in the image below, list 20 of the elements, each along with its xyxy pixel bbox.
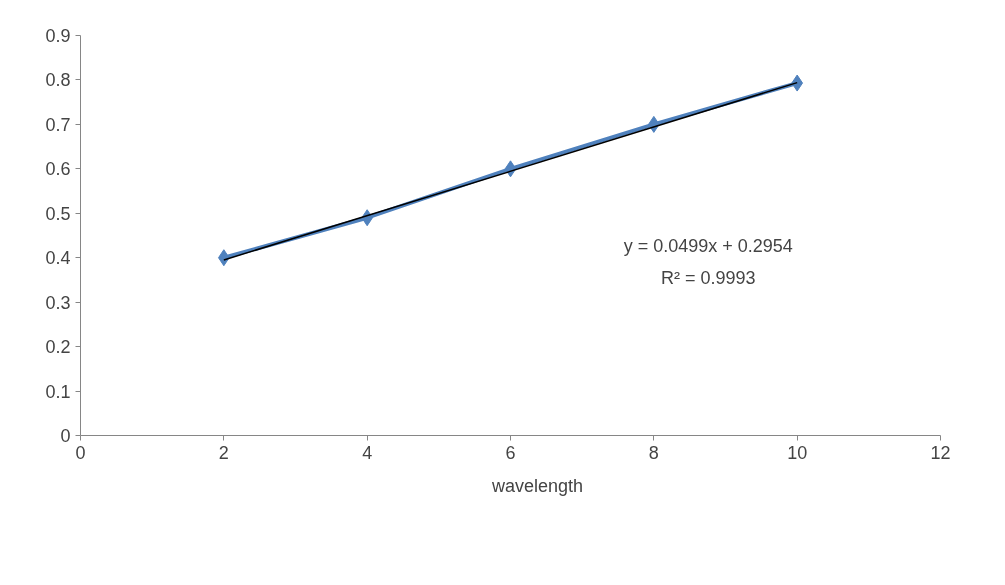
x-tick-label: 8 (648, 442, 659, 463)
annotation: R² = 0.9993 (661, 267, 756, 288)
y-tick-label: 0.8 (45, 70, 71, 91)
x-tick-label: 10 (787, 442, 808, 463)
y-tick-label: 0.5 (45, 203, 71, 224)
y-tick-label: 0.3 (45, 292, 71, 313)
y-tick-label: 0 (60, 426, 71, 446)
x-tick-label: 2 (218, 442, 229, 463)
y-tick-label: 0.9 (45, 26, 71, 46)
text: wavelength (491, 475, 584, 497)
y-tick-label: 0.6 (45, 159, 71, 180)
y-tick-label: 0.4 (45, 248, 71, 269)
x-tick-label: 12 (930, 442, 951, 463)
x-tick-label: 6 (505, 442, 516, 463)
x-tick-label: 0 (75, 442, 86, 463)
x-tick-label: 4 (362, 442, 373, 463)
y-tick-label: 0.7 (45, 114, 71, 135)
y-tick-label: 0.2 (45, 337, 71, 358)
y-tick-label: 0.1 (45, 381, 71, 402)
annotation: y = 0.0499x + 0.2954 (623, 235, 793, 256)
